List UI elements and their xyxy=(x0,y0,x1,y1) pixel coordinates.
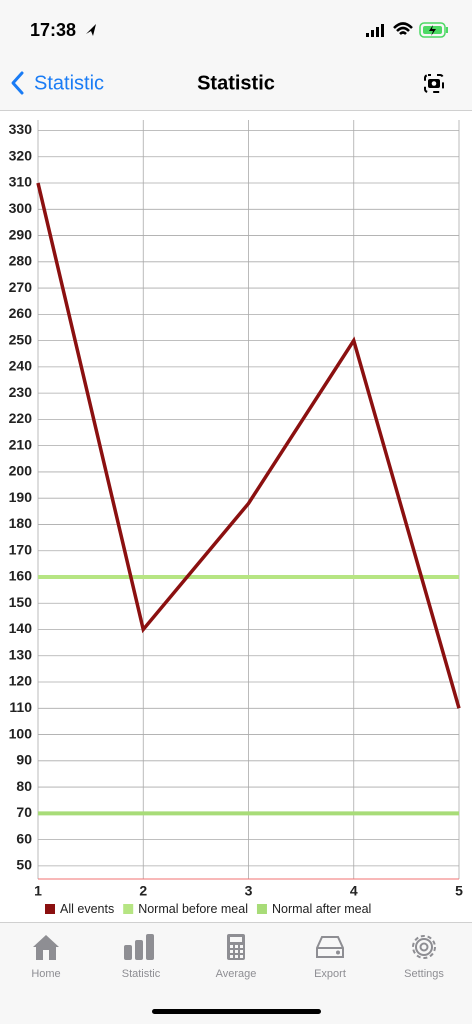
y-tick-label: 180 xyxy=(9,515,33,531)
y-tick-label: 290 xyxy=(9,226,33,242)
signal-icon xyxy=(366,24,384,37)
legend-swatch xyxy=(123,904,134,914)
y-tick-label: 330 xyxy=(9,121,33,137)
x-tick-label: 3 xyxy=(245,883,253,899)
x-tick-label: 1 xyxy=(34,883,42,899)
legend-label: All events xyxy=(60,902,114,916)
x-tick-label: 4 xyxy=(350,883,358,899)
settings-icon[interactable] xyxy=(412,935,436,959)
back-chevron[interactable] xyxy=(11,71,24,95)
y-tick-label: 140 xyxy=(9,620,33,636)
y-tick-label: 70 xyxy=(16,804,32,820)
nav-title: Statistic xyxy=(197,72,275,94)
tab-label[interactable]: Export xyxy=(314,968,346,980)
y-tick-label: 230 xyxy=(9,384,33,400)
y-tick-label: 80 xyxy=(16,778,32,794)
header-bg xyxy=(0,0,472,110)
average-icon[interactable] xyxy=(227,934,245,960)
series-line xyxy=(36,182,461,709)
chart: 50 60 70 80 90 100 110 120 130 140 150 160 170 180 190… xyxy=(9,120,463,916)
statistic-icon[interactable] xyxy=(124,934,154,960)
tab-label[interactable]: Statistic xyxy=(122,968,161,980)
y-tick-label: 280 xyxy=(9,253,33,269)
legend-label: Normal after meal xyxy=(272,902,371,916)
y-tick-label: 60 xyxy=(16,830,32,846)
y-tick-label: 250 xyxy=(9,331,33,347)
legend-swatch xyxy=(256,904,267,914)
export-icon[interactable] xyxy=(316,936,344,958)
y-tick-label: 170 xyxy=(9,541,33,557)
y-tick-label: 160 xyxy=(9,568,33,584)
battery-icon xyxy=(419,22,448,38)
y-tick-label: 270 xyxy=(9,279,33,295)
y-tick-label: 130 xyxy=(9,646,33,662)
x-tick-label: 5 xyxy=(455,883,463,899)
wifi-icon xyxy=(393,22,413,35)
y-tick-label: 50 xyxy=(16,857,32,873)
back-button[interactable]: Statistic xyxy=(34,72,104,94)
y-tick-label: 310 xyxy=(9,174,33,190)
y-tick-label: 90 xyxy=(16,752,32,768)
screenshot-button[interactable] xyxy=(424,74,444,93)
home-indicator xyxy=(152,1009,321,1014)
home-icon[interactable] xyxy=(33,935,59,960)
tab-label[interactable]: Settings xyxy=(404,968,444,980)
tab-labels: Home Statistic Average Export Settings xyxy=(31,968,444,980)
tab-icons xyxy=(33,934,436,960)
y-tick-label: 120 xyxy=(9,673,33,689)
y-tick-label: 300 xyxy=(9,200,33,216)
y-tick-label: 220 xyxy=(9,410,33,426)
legend-label: Normal before meal xyxy=(138,902,248,916)
y-tick-label: 100 xyxy=(9,725,33,741)
location-icon xyxy=(86,24,96,36)
y-tick-label: 190 xyxy=(9,489,33,505)
tab-label[interactable]: Home xyxy=(31,968,60,980)
legend-swatch xyxy=(45,904,55,914)
y-tick-label: 150 xyxy=(9,594,33,610)
y-tick-label: 260 xyxy=(9,305,33,321)
tab-label[interactable]: Average xyxy=(216,968,257,980)
y-tick-label: 240 xyxy=(9,358,33,374)
y-tick-label: 200 xyxy=(9,463,33,479)
y-tick-label: 320 xyxy=(9,147,33,163)
y-tick-label: 210 xyxy=(9,436,33,452)
status-time: 17:38 xyxy=(30,20,76,40)
y-tick-label: 110 xyxy=(9,699,32,715)
x-tick-label: 2 xyxy=(139,883,147,899)
